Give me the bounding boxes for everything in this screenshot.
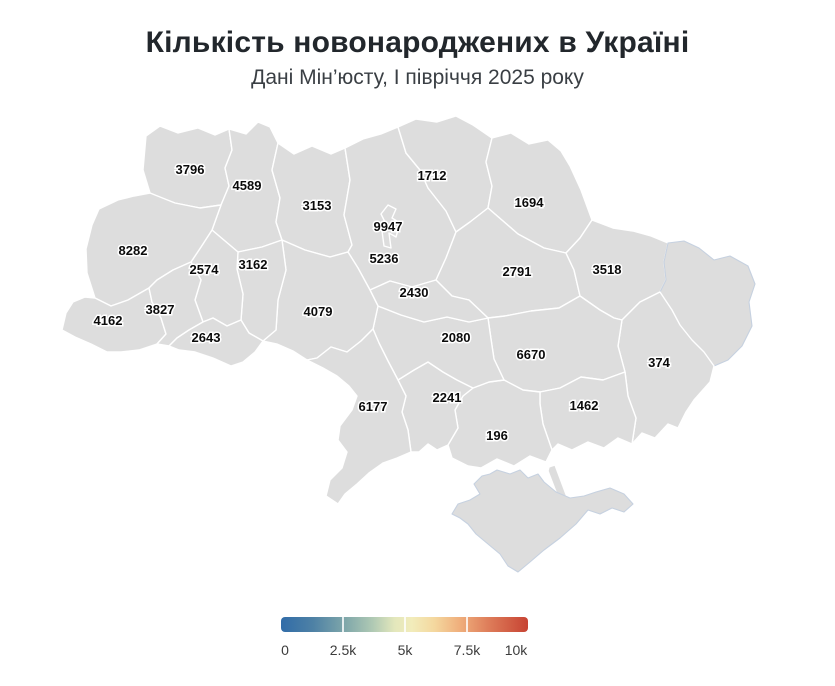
legend-divider-75 [466, 617, 468, 632]
value-label-sumy: 1694 [515, 195, 545, 210]
legend: 0 2.5k 5k 7.5k 10k [281, 617, 528, 672]
legend-divider-25 [342, 617, 344, 632]
value-label-kharkiv: 3518 [593, 262, 622, 277]
value-label-zhytomyr: 3153 [303, 198, 332, 213]
legend-gradient-bar [281, 617, 528, 632]
value-label-zakarpattia: 4162 [94, 313, 123, 328]
legend-ticks: 0 2.5k 5k 7.5k 10k [281, 632, 528, 658]
value-label-dnipro: 6670 [517, 347, 546, 362]
value-label-donetsk: 374 [648, 355, 670, 370]
value-label-chernihiv: 1712 [418, 168, 447, 183]
value-label-rivne: 4589 [233, 178, 262, 193]
legend-tick-25: 2.5k [329, 642, 357, 658]
value-label-vinnytsia: 4079 [304, 304, 333, 319]
page-title: Кількість новонароджених в Україні [145, 26, 690, 59]
region-chernivtsi[interactable] [168, 317, 264, 367]
region-crimea [451, 469, 634, 573]
value-label-cherkasy: 2430 [400, 285, 429, 300]
value-label-kyiv-oblast: 5236 [370, 251, 399, 266]
legend-tick-50: 5k [397, 642, 413, 658]
value-label-zaporizhzhia: 1462 [570, 398, 599, 413]
region-kyiv-city[interactable] [380, 204, 401, 249]
region-cherkasy[interactable] [369, 279, 489, 323]
value-label-lviv: 8282 [119, 243, 148, 258]
value-label-ternopil: 2574 [190, 262, 220, 277]
legend-tick-0: 0 [281, 642, 289, 658]
value-label-volyn: 3796 [176, 162, 205, 177]
region-odesa[interactable] [306, 328, 412, 505]
value-label-khmelnytskyi: 3162 [239, 257, 268, 272]
legend-divider-50 [404, 617, 406, 632]
value-label-mykolaiv: 2241 [433, 390, 462, 405]
value-label-kherson: 196 [486, 428, 508, 443]
value-label-poltava: 2791 [503, 264, 532, 279]
value-label-odesa: 6177 [359, 399, 388, 414]
legend-tick-75: 7.5k [453, 642, 481, 658]
page-subtitle: Дані Мін’юсту, І півріччя 2025 року [251, 66, 584, 89]
value-label-chernivtsi: 2643 [192, 330, 221, 345]
legend-tick-100: 10k [504, 642, 528, 658]
value-label-kyiv-city: 9947 [374, 219, 403, 234]
value-label-ivano-frankivsk: 3827 [146, 302, 175, 317]
value-label-kirovohrad: 2080 [442, 330, 471, 345]
